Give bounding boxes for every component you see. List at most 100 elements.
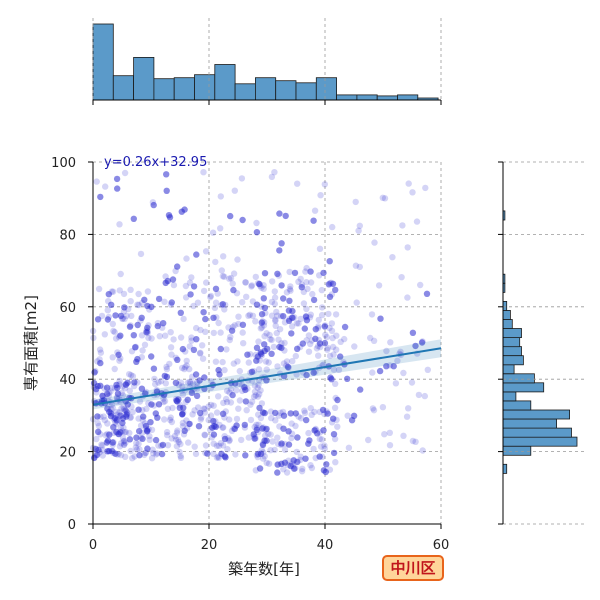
scatter-point — [318, 286, 325, 294]
y-tick-label: 40 — [59, 373, 76, 388]
scatter-point — [243, 293, 250, 300]
scatter-point — [320, 427, 327, 434]
scatter-point — [207, 412, 215, 419]
scatter-point — [252, 318, 259, 325]
scatter-point — [141, 451, 148, 459]
y-tick-label: 0 — [68, 518, 76, 533]
scatter-point — [108, 401, 116, 408]
scatter-point — [272, 417, 279, 424]
scatter-point — [301, 325, 308, 332]
scatter-point — [316, 272, 323, 279]
scatter-point — [217, 193, 224, 200]
scatter-point — [160, 320, 167, 327]
scatter-point — [328, 320, 336, 327]
scatter-point — [326, 352, 334, 360]
scatter-point — [247, 401, 254, 408]
scatter-point — [292, 410, 299, 417]
scatter-point — [94, 316, 102, 323]
scatter-point — [178, 208, 185, 215]
scatter-point — [212, 418, 219, 425]
scatter-point — [168, 435, 175, 442]
scatter-point — [268, 312, 276, 319]
scatter-point — [228, 327, 236, 334]
scatter-point — [276, 343, 283, 351]
scatter-point — [377, 315, 384, 322]
scatter-point — [104, 448, 111, 455]
scatter-point — [245, 359, 252, 366]
scatter-point — [221, 366, 228, 374]
scatter-point — [268, 414, 275, 422]
scatter-point — [113, 175, 121, 183]
scatter-point — [194, 404, 202, 411]
scatter-point — [197, 409, 204, 417]
scatter-point — [106, 431, 113, 438]
scatter-point — [286, 285, 294, 293]
scatter-point — [174, 427, 181, 434]
scatter-point — [239, 329, 246, 336]
scatter-point — [122, 453, 129, 460]
scatter-point — [403, 413, 411, 420]
scatter-point — [124, 379, 131, 386]
scatter-point — [158, 442, 165, 449]
scatter-point — [257, 450, 265, 457]
scatter-point — [144, 324, 151, 331]
scatter-point — [176, 404, 183, 411]
scatter-point — [318, 304, 326, 311]
scatter-point — [220, 253, 227, 260]
scatter-point — [297, 415, 305, 422]
scatter-point — [101, 416, 109, 424]
scatter-point — [234, 358, 241, 365]
scatter-point — [193, 324, 200, 332]
scatter-point — [326, 258, 333, 265]
scatter-point — [239, 321, 247, 328]
scatter-point — [110, 424, 117, 431]
scatter-point — [409, 329, 417, 336]
scatter-point — [379, 404, 387, 411]
scatter-point — [128, 403, 135, 410]
scatter-point — [97, 431, 104, 438]
scatter-point — [248, 283, 255, 290]
scatter-point — [112, 335, 120, 342]
scatter-point — [234, 256, 241, 263]
scatter-point — [271, 300, 278, 308]
scatter-point — [261, 270, 269, 277]
scatter-point — [210, 402, 217, 409]
scatter-point — [187, 380, 194, 387]
scatter-point — [307, 340, 314, 348]
scatter-point — [189, 373, 196, 380]
scatter-point — [332, 394, 339, 402]
scatter-point — [150, 450, 157, 457]
scatter-point — [278, 340, 285, 347]
scatter-point — [321, 445, 328, 452]
scatter-point — [139, 435, 146, 442]
scatter-point — [286, 315, 293, 323]
scatter-point — [164, 431, 171, 439]
scatter-point — [310, 296, 318, 304]
scatter-point — [174, 263, 181, 270]
right-hist-bar — [502, 409, 570, 420]
scatter-point — [302, 268, 309, 275]
scatter-point — [307, 268, 314, 275]
scatter-point — [297, 315, 304, 323]
scatter-point — [179, 364, 186, 372]
scatter-point — [334, 423, 341, 430]
scatter-point — [268, 350, 275, 357]
scatter-point — [252, 351, 259, 359]
scatter-point — [173, 443, 181, 450]
scatter-point — [148, 455, 156, 462]
scatter-point — [160, 398, 167, 406]
scatter-point — [292, 422, 299, 430]
scatter-point — [242, 452, 249, 459]
scatter-point — [225, 435, 232, 442]
scatter-point — [164, 442, 172, 449]
scatter-point — [226, 336, 233, 344]
scatter-point — [95, 285, 103, 293]
scatter-point — [227, 212, 234, 220]
scatter-point — [181, 427, 188, 434]
scatter-point — [136, 428, 143, 435]
scatter-point — [202, 328, 209, 335]
scatter-point — [180, 409, 187, 416]
scatter-point — [312, 454, 319, 462]
scatter-point — [217, 440, 225, 447]
scatter-point — [390, 363, 397, 370]
